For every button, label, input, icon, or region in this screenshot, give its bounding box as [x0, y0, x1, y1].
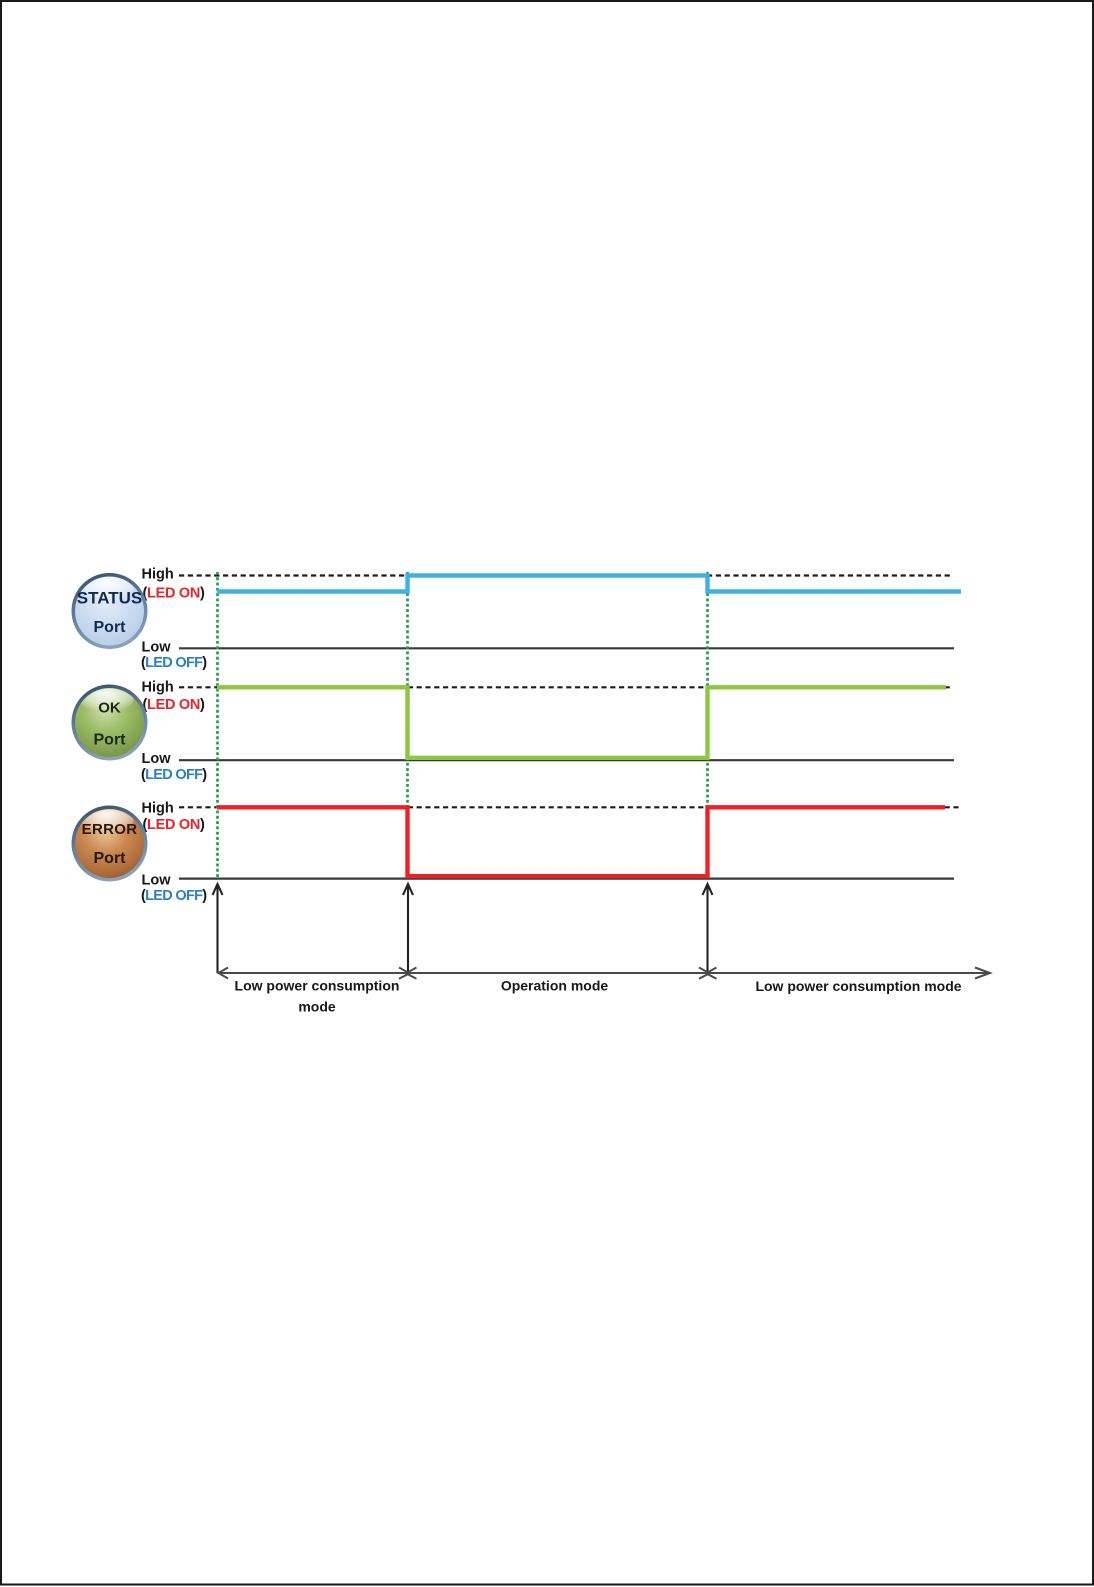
svg-text:OK: OK — [98, 700, 121, 717]
svg-text:Port: Port — [94, 732, 127, 749]
svg-text:mode: mode — [298, 998, 336, 1014]
svg-text:(LED ON): (LED ON) — [143, 586, 206, 602]
svg-text:High: High — [142, 679, 174, 695]
svg-text:Low: Low — [142, 639, 172, 655]
svg-text:Low: Low — [142, 872, 172, 888]
svg-text:High: High — [142, 566, 174, 582]
svg-text:(LED OFF): (LED OFF) — [141, 655, 207, 671]
svg-text:(LED ON): (LED ON) — [143, 697, 206, 713]
svg-text:(LED OFF): (LED OFF) — [141, 767, 207, 783]
svg-text:STATUS: STATUS — [77, 589, 142, 608]
svg-text:High: High — [142, 801, 174, 817]
svg-text:Port: Port — [94, 850, 127, 867]
svg-text:Low: Low — [142, 751, 172, 767]
svg-text:Low power consumption mode: Low power consumption mode — [755, 978, 961, 994]
svg-text:Low power consumption: Low power consumption — [235, 978, 400, 994]
svg-text:Operation mode: Operation mode — [501, 978, 609, 994]
svg-text:(LED OFF): (LED OFF) — [141, 888, 207, 904]
svg-text:(LED ON): (LED ON) — [143, 817, 206, 833]
svg-text:Port: Port — [94, 619, 127, 636]
svg-text:ERROR: ERROR — [82, 821, 138, 838]
